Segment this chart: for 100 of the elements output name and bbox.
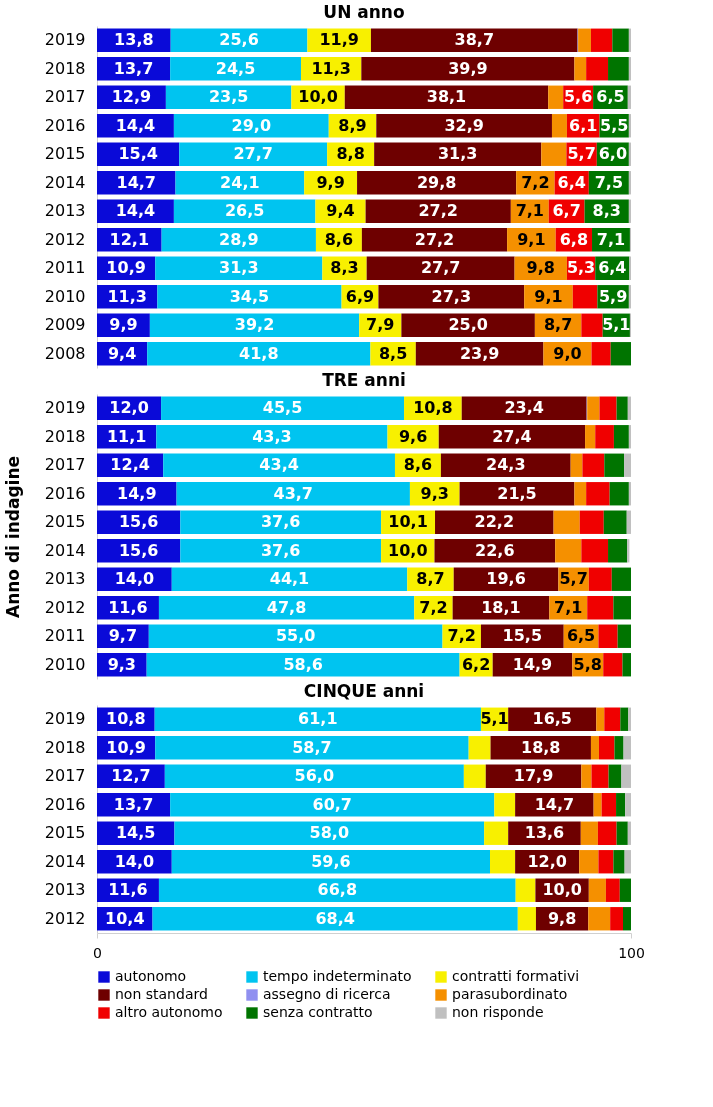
data-label: 8,6 bbox=[403, 455, 433, 475]
bar bbox=[627, 539, 630, 563]
y-tick-label: 2017 bbox=[44, 87, 86, 107]
bar bbox=[601, 793, 617, 817]
data-label: 6,5 bbox=[566, 626, 596, 646]
bar bbox=[610, 342, 631, 366]
data-label: 5,3 bbox=[566, 258, 596, 278]
y-tick-label: 2014 bbox=[44, 540, 86, 560]
data-label: 9,9 bbox=[316, 172, 345, 192]
bar bbox=[155, 736, 469, 760]
data-label: 12,0 bbox=[109, 398, 149, 418]
data-label: 9,1 bbox=[534, 286, 563, 306]
bar bbox=[613, 596, 631, 620]
data-label: 5,9 bbox=[598, 286, 628, 306]
data-label: 14,9 bbox=[512, 654, 553, 674]
bar bbox=[370, 28, 578, 52]
bar bbox=[622, 653, 631, 677]
bar bbox=[628, 114, 631, 138]
y-tick-label: 2010 bbox=[44, 286, 86, 306]
data-label: 8,8 bbox=[336, 144, 365, 164]
bar bbox=[361, 57, 575, 81]
y-tick-label: 2015 bbox=[44, 144, 86, 164]
bar bbox=[598, 736, 615, 760]
bar bbox=[614, 736, 624, 760]
data-label: 21,5 bbox=[497, 483, 537, 503]
data-label: 11,1 bbox=[106, 426, 147, 446]
data-label: 11,9 bbox=[319, 30, 359, 50]
bar bbox=[376, 114, 552, 138]
data-label: 13,7 bbox=[113, 58, 154, 78]
bar bbox=[582, 453, 605, 477]
bar bbox=[628, 707, 631, 731]
y-axis-title: Anno di indagine bbox=[2, 455, 23, 619]
data-label: 10,9 bbox=[106, 258, 146, 278]
data-label: 10,8 bbox=[413, 398, 453, 418]
data-label: 43,4 bbox=[259, 455, 299, 475]
data-label: 58,7 bbox=[292, 737, 332, 757]
bar bbox=[574, 57, 587, 81]
data-label: 7,1 bbox=[554, 597, 583, 617]
data-label: 7,9 bbox=[366, 315, 395, 335]
bar bbox=[581, 539, 609, 563]
legend-label: senza contratto bbox=[263, 1004, 373, 1020]
bar bbox=[591, 342, 611, 366]
data-label: 6,7 bbox=[552, 201, 581, 221]
data-label: 14,5 bbox=[115, 823, 156, 843]
y-tick-label: 2011 bbox=[44, 258, 86, 278]
data-label: 60,7 bbox=[312, 794, 352, 814]
data-label: 31,3 bbox=[437, 144, 478, 164]
bar bbox=[357, 171, 517, 195]
bar bbox=[628, 57, 631, 81]
data-label: 7,2 bbox=[419, 597, 448, 617]
bar bbox=[490, 850, 516, 874]
y-tick-label: 2019 bbox=[44, 30, 86, 50]
data-label: 18,1 bbox=[481, 597, 521, 617]
y-tick-label: 2013 bbox=[44, 880, 86, 900]
data-label: 19,6 bbox=[486, 569, 526, 589]
bar bbox=[616, 396, 628, 420]
data-label: 58,0 bbox=[309, 823, 350, 843]
legend-label: assegno di ricerca bbox=[263, 986, 391, 1002]
data-label: 8,5 bbox=[378, 343, 408, 363]
data-label: 39,2 bbox=[234, 315, 275, 335]
bar bbox=[616, 793, 626, 817]
bar bbox=[603, 510, 627, 534]
data-label: 12,9 bbox=[111, 87, 152, 107]
bar bbox=[463, 764, 486, 788]
data-label: 58,6 bbox=[283, 654, 323, 674]
data-label: 10,0 bbox=[388, 540, 428, 560]
bar bbox=[155, 256, 323, 280]
data-label: 6,0 bbox=[598, 144, 628, 164]
data-label: 24,1 bbox=[220, 172, 260, 192]
bar bbox=[628, 482, 631, 506]
bar bbox=[440, 453, 571, 477]
data-label: 14,4 bbox=[115, 201, 156, 221]
data-label: 38,7 bbox=[454, 30, 495, 50]
bar bbox=[173, 114, 329, 138]
data-label: 5,5 bbox=[600, 115, 629, 135]
data-label: 5,1 bbox=[480, 709, 509, 729]
data-label: 22,6 bbox=[475, 540, 515, 560]
legend-label: altro autonomo bbox=[115, 1004, 223, 1020]
y-tick-label: 2014 bbox=[44, 172, 86, 192]
bar bbox=[175, 171, 305, 195]
bar bbox=[624, 850, 631, 874]
data-label: 27,7 bbox=[420, 258, 461, 278]
data-label: 11,6 bbox=[108, 880, 148, 900]
bar bbox=[171, 850, 491, 874]
data-label: 9,1 bbox=[517, 229, 546, 249]
legend-label: autonomo bbox=[115, 968, 187, 984]
bar bbox=[171, 567, 408, 591]
data-label: 10,9 bbox=[106, 737, 146, 757]
bar bbox=[605, 878, 620, 902]
bar bbox=[164, 764, 464, 788]
data-label: 27,7 bbox=[233, 144, 273, 164]
bar bbox=[587, 396, 600, 420]
data-label: 15,6 bbox=[118, 540, 159, 560]
bar bbox=[613, 850, 625, 874]
bar bbox=[622, 907, 631, 931]
data-label: 15,6 bbox=[118, 512, 159, 532]
bar bbox=[585, 425, 596, 449]
data-label: 14,0 bbox=[114, 569, 155, 589]
y-tick-label: 2012 bbox=[44, 229, 86, 249]
data-label: 14,7 bbox=[116, 172, 156, 192]
